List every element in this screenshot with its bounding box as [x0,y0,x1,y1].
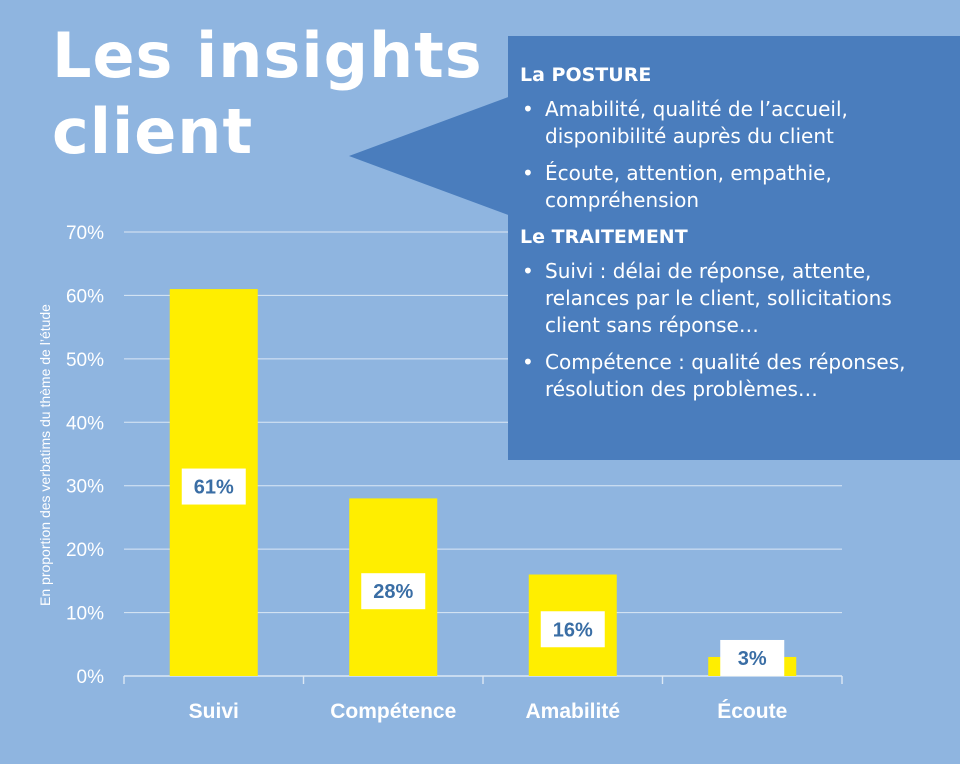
y-tick-label: 10% [66,604,104,625]
y-tick-label: 20% [66,540,104,561]
traitement-bullet-1: Suivi : délai de réponse, attente, relan… [520,258,944,339]
data-label-box [720,639,785,676]
y-axis-label: En proportion des verbatims du thème de … [37,304,53,606]
posture-bullet-1: Amabilité, qualité de l’accueil, disponi… [520,96,944,150]
y-tick-label: 0% [77,667,105,688]
data-label-box [540,611,605,648]
traitement-bullet-2: Compétence : qualité des réponses, résol… [520,349,944,403]
y-tick-label: 40% [66,413,104,434]
x-tick-label: Compétence [330,700,456,723]
data-label: 61% [194,477,234,499]
page-title: Les insights client [52,19,483,168]
y-axis-ticks: 0% 10% 20% 30% 40% 50% 60% 70% [66,223,104,688]
data-label: 28% [373,581,413,603]
insights-callout: La POSTURE Amabilité, qualité de l’accue… [508,36,960,460]
x-tick-label: Écoute [717,700,787,723]
callout-heading-posture: La POSTURE [520,64,652,86]
y-tick-label: 30% [66,477,104,498]
callout-heading-traitement: Le TRAITEMENT [520,226,688,248]
traitement-list: Suivi : délai de réponse, attente, relan… [520,258,944,403]
data-label-box [181,468,246,505]
x-axis-labels: Suivi Compétence Amabilité Écoute [189,700,788,723]
x-tick-label: Amabilité [525,700,620,723]
y-tick-label: 70% [66,223,104,244]
data-label-box [361,573,426,610]
callout-pointer [349,96,511,216]
posture-bullet-2: Écoute, attention, empathie, compréhensi… [520,160,944,214]
data-label: 16% [553,619,593,641]
data-labels: 61% 28% 16% 3% [181,468,785,676]
y-tick-label: 60% [66,286,104,307]
y-tick-label: 50% [66,350,104,371]
posture-list: Amabilité, qualité de l’accueil, disponi… [520,96,944,214]
data-label: 3% [738,648,767,670]
x-tick-label: Suivi [189,700,239,723]
